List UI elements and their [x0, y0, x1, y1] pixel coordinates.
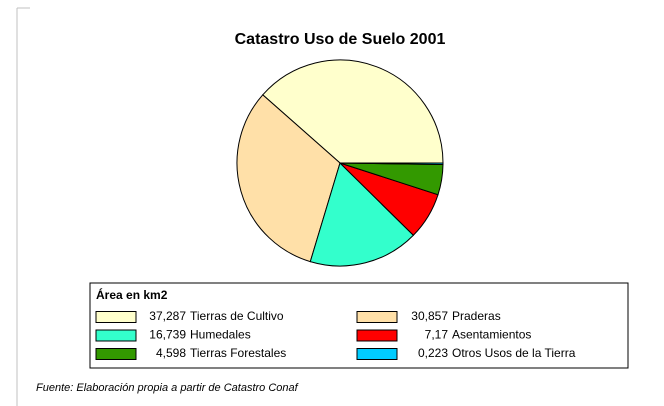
pie-slice: [262, 59, 444, 164]
legend-value: 37,287: [149, 309, 186, 323]
legend-title: Área en km2: [96, 287, 168, 302]
source-note: Fuente: Elaboración propia a partir de C…: [36, 382, 299, 394]
legend-swatch: [95, 329, 137, 342]
legend-swatch: [95, 348, 137, 360]
legend-label: Tierras Forestales: [190, 346, 286, 360]
legend-label: Asentamientos: [452, 328, 531, 342]
legend-swatch: [356, 348, 398, 360]
pie-slice: [309, 162, 415, 267]
legend-value: 0,223: [418, 346, 448, 360]
legend-label: Tierras de Cultivo: [190, 309, 284, 323]
legend-value: 16,739: [149, 328, 186, 342]
legend-value: 4,598: [156, 346, 186, 360]
legend-swatch: [95, 311, 137, 323]
pie-slice: [339, 162, 444, 165]
pie-slice: [236, 94, 341, 263]
legend-swatch: [356, 311, 398, 323]
legend-label: Humedales: [190, 328, 251, 342]
legend-value: 7,17: [425, 328, 449, 342]
legend-swatch: [356, 329, 398, 342]
legend-value: 30,857: [411, 309, 448, 323]
chart-title: Catastro Uso de Suelo 2001: [235, 31, 446, 48]
legend-label: Otros Usos de la Tierra: [452, 346, 576, 360]
legend-label: Praderas: [452, 309, 501, 323]
